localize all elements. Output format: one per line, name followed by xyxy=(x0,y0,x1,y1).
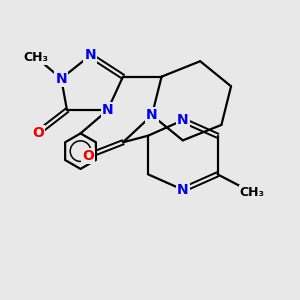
Text: O: O xyxy=(32,126,44,140)
Text: O: O xyxy=(82,149,94,163)
Text: N: N xyxy=(102,103,113,117)
Text: N: N xyxy=(177,183,189,197)
Text: N: N xyxy=(146,108,158,122)
Text: CH₃: CH₃ xyxy=(24,51,49,64)
Text: N: N xyxy=(84,48,96,62)
Text: N: N xyxy=(56,72,67,86)
Text: N: N xyxy=(177,113,189,127)
Text: CH₃: CH₃ xyxy=(240,186,265,199)
